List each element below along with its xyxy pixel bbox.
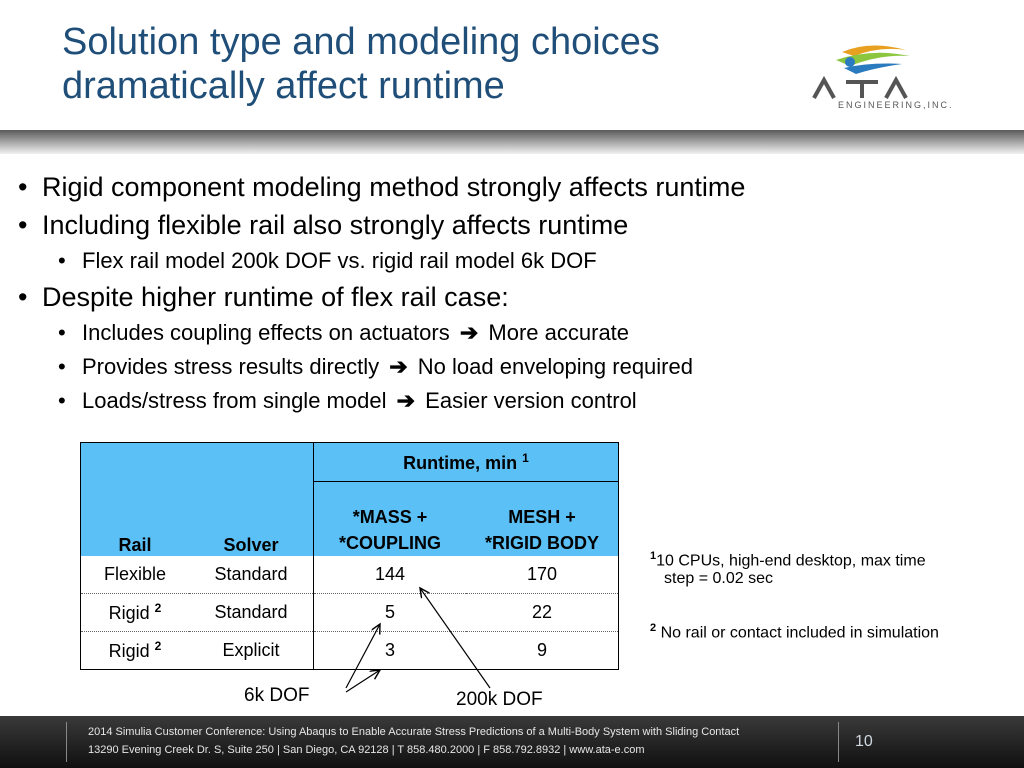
table-row: Flexible Standard 144 170 [80, 556, 619, 594]
callout-200k-dof: 200k DOF [456, 689, 543, 710]
ata-logo: ATA [810, 40, 985, 120]
cell-solver: Standard [189, 593, 314, 632]
footnote-1-line-1: 10 CPUs, high-end desktop, max time [656, 552, 926, 570]
table-header-row-1: Runtime, min 1 [80, 442, 619, 482]
runtime-header-footnote-mark: 1 [522, 450, 529, 465]
cell-rail: Flexible [80, 556, 189, 594]
bullet-3-2-text: Provides stress results directly [82, 354, 380, 379]
footnote-2-text: No rail or contact included in simulatio… [660, 624, 939, 642]
runtime-header-label: Runtime, min [403, 452, 518, 473]
mesh-header-line-2: *RIGID BODY [484, 533, 599, 553]
slide-title: Solution type and modeling choices drama… [62, 20, 660, 108]
bullet-2-1: Flex rail model 200k DOF vs. rigid rail … [18, 244, 1008, 278]
footnote-1: 110 CPUs, high-end desktop, max time ste… [650, 550, 926, 588]
bullet-2: Including flexible rail also strongly af… [18, 206, 1008, 244]
mass-header-line-1: *MASS + [352, 507, 428, 527]
mesh-header-line-1: MESH + [508, 507, 576, 527]
ata-logo-icon: ATA [812, 45, 927, 99]
bullet-3-2: Provides stress results directly ➔ No lo… [18, 350, 1008, 384]
footer-divider-left [66, 722, 67, 762]
cell-mass: 3 [313, 631, 466, 670]
right-arrow-icon: ➔ [396, 388, 416, 413]
footnote-1-line-2: step = 0.02 sec [664, 570, 773, 588]
title-line-2: dramatically affect runtime [62, 65, 505, 107]
bullet-3-3-result: Easier version control [425, 388, 637, 413]
footnote-2-mark: 2 [650, 622, 657, 634]
bullet-3-3: Loads/stress from single model ➔ Easier … [18, 384, 1008, 418]
arrow-6k-to-rigid-explicit [345, 670, 380, 693]
runtime-group-header: Runtime, min 1 [313, 442, 619, 482]
cell-mesh: 22 [466, 593, 619, 632]
cell-rail: Rigid 2 [80, 593, 189, 632]
right-arrow-icon: ➔ [389, 354, 408, 379]
col-header-solver: Solver [189, 481, 314, 556]
cell-solver: Standard [189, 556, 314, 594]
bullet-3-3-text: Loads/stress from single model [82, 388, 387, 413]
bullet-3: Despite higher runtime of flex rail case… [18, 278, 1008, 316]
bullet-3-2-result: No load enveloping required [417, 354, 693, 379]
bullet-3-1-text: Includes coupling effects on actuators [82, 320, 450, 345]
right-arrow-icon: ➔ [459, 320, 479, 345]
logo-text: ATA [925, 94, 927, 97]
cell-mass: 144 [313, 556, 466, 594]
footnote-2: 2 No rail or contact included in simulat… [650, 622, 939, 642]
col-header-mesh-rigid: MESH + *RIGID BODY [466, 481, 619, 556]
col-header-mass-coupling: *MASS + *COUPLING [313, 481, 466, 556]
table-row: Rigid 2 Standard 5 22 [80, 593, 619, 632]
table-row: Rigid 2 Explicit 3 9 [80, 631, 619, 670]
table-header-row-2: Rail Solver *MASS + *COUPLING MESH + *RI… [80, 481, 619, 556]
page-number: 10 [855, 733, 873, 750]
footer-bar: 2014 Simulia Customer Conference: Using … [0, 716, 1024, 768]
callout-6k-dof: 6k DOF [244, 685, 310, 706]
runtime-table: Runtime, min 1 Rail Solver *MASS + *COUP… [80, 442, 619, 670]
footer-divider-right [838, 722, 839, 762]
bullet-1: Rigid component modeling method strongly… [18, 168, 1008, 206]
cell-solver: Explicit [189, 631, 314, 670]
cell-mass: 5 [313, 593, 466, 632]
footer-address-line: 13290 Evening Creek Dr. S, Suite 250 | S… [88, 744, 645, 756]
title-line-1: Solution type and modeling choices [62, 21, 660, 63]
footnote-1-mark: 1 [650, 550, 657, 562]
cell-mesh: 9 [466, 631, 619, 670]
bullet-list: Rigid component modeling method strongly… [18, 168, 1008, 418]
mass-header-line-2: *COUPLING [338, 533, 441, 553]
footnote-mark: 2 [154, 601, 162, 615]
footnote-mark: 2 [154, 639, 162, 653]
cell-rail: Rigid 2 [80, 631, 189, 670]
bullet-3-1: Includes coupling effects on actuators ➔… [18, 316, 1008, 350]
bullet-3-1-result: More accurate [488, 320, 630, 345]
cell-mesh: 170 [466, 556, 619, 594]
footer-conference-line: 2014 Simulia Customer Conference: Using … [88, 726, 740, 738]
logo-subtext: ENGINEERING,INC. [838, 100, 954, 110]
col-header-rail: Rail [80, 481, 189, 556]
header-divider [0, 130, 1024, 154]
